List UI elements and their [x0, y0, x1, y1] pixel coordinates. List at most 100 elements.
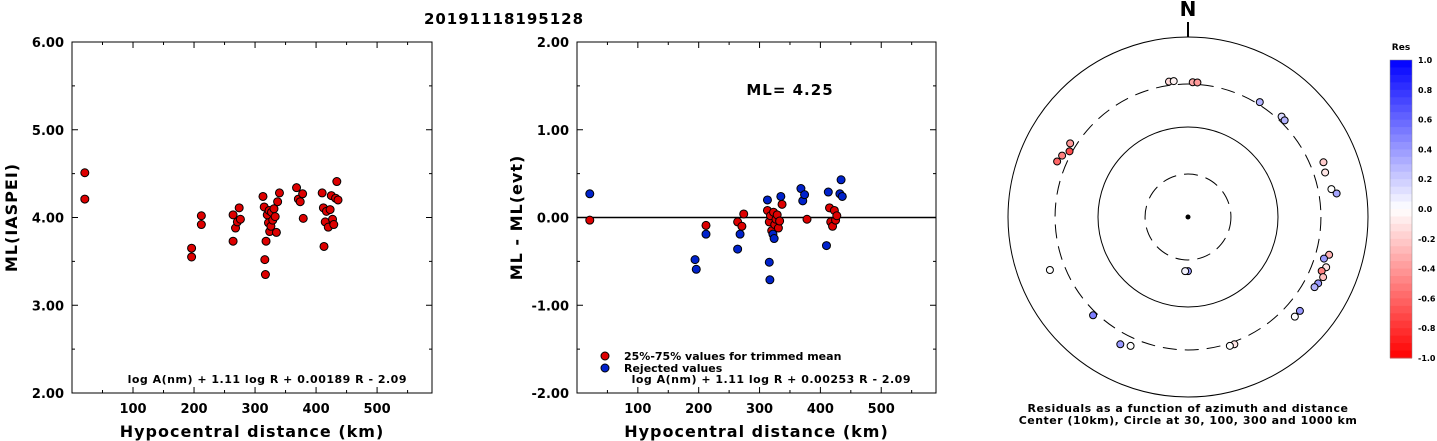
data-point [701, 229, 711, 239]
distance-ring [1144, 173, 1232, 261]
epicenter-marker [1185, 214, 1191, 220]
data-point [739, 209, 749, 219]
colorbar-segment [1390, 97, 1412, 106]
colorbar-segment [1390, 276, 1412, 284]
data-point [701, 220, 711, 230]
colorbar-segment [1390, 320, 1412, 329]
legend-label: 25%-75% values for trimmed mean [624, 350, 841, 363]
colorbar-segment [1390, 223, 1412, 232]
x-tick-label: 500 [868, 402, 895, 417]
colorbar-segment [1390, 283, 1412, 292]
data-point [298, 189, 308, 199]
data-point [325, 205, 335, 215]
y-tick-label: 3.00 [32, 299, 64, 314]
data-point [832, 211, 842, 221]
colorbar-segment [1390, 156, 1412, 165]
colorbar-tick-label: 0.4 [1418, 145, 1433, 154]
colorbar-segment [1390, 74, 1412, 83]
x-axis-label: Hypocentral distance (km) [624, 422, 889, 441]
y-tick-label: 5.00 [32, 124, 64, 139]
data-point [764, 257, 774, 267]
colorbar-segment [1390, 164, 1412, 173]
data-point [228, 210, 238, 220]
station-residual-marker [1116, 340, 1125, 349]
data-point [585, 189, 595, 199]
x-tick-label: 200 [685, 402, 712, 417]
colorbar-segment [1390, 298, 1412, 307]
station-residual-marker [1280, 116, 1289, 125]
station-residual-marker [1319, 158, 1328, 167]
station-residual-marker [1053, 157, 1062, 166]
y-tick-label: 1.00 [537, 124, 569, 139]
y-tick-label: -2.00 [532, 387, 569, 402]
data-point [765, 275, 775, 285]
station-residual-marker [1225, 341, 1234, 350]
y-tick-label: 0.00 [537, 212, 569, 227]
data-point [837, 191, 847, 201]
legend-label: Rejected values [624, 362, 723, 375]
y-tick-label: 4.00 [32, 212, 64, 227]
data-point [733, 244, 743, 254]
data-point [271, 227, 281, 237]
colorbar-segment [1390, 246, 1412, 255]
data-point [776, 191, 786, 201]
station-residual-marker [1045, 266, 1054, 275]
colorbar-segment [1390, 313, 1412, 322]
data-point [585, 215, 595, 225]
station-residual-marker [1126, 341, 1135, 350]
legend-marker [600, 363, 610, 373]
data-point [260, 255, 270, 265]
data-point [234, 203, 244, 213]
data-point [802, 214, 812, 224]
colorbar-segment [1390, 179, 1412, 188]
data-point [274, 188, 284, 198]
station-residual-marker [1255, 98, 1264, 107]
data-point [823, 187, 833, 197]
colorbar-segment [1390, 201, 1412, 210]
data-point [333, 195, 343, 205]
data-point [329, 220, 339, 230]
y-axis-label: ML(IASPEI) [2, 163, 21, 272]
colorbar-segment [1390, 231, 1412, 240]
data-point [292, 183, 302, 193]
colorbar-segment [1390, 82, 1412, 91]
data-point [196, 211, 206, 221]
plot-frame [71, 41, 433, 394]
station-residual-marker [1332, 189, 1341, 198]
data-point [775, 216, 785, 226]
residual-colorbar: Res 1.0 0.8 0.6 0.4 0.2 0.0 -0.2 -0.4 -0.6 -0.8 -1.… [1389, 43, 1436, 363]
colorbar-segment [1390, 104, 1412, 113]
station-residual-marker [1066, 139, 1075, 148]
data-point [737, 221, 747, 231]
colorbar-segment [1390, 134, 1412, 143]
formula-text: log A(nm) + 1.11 log R + 0.00189 R - 2.0… [128, 373, 407, 386]
azimuth-residual-polar-panel: N Residuals as a function of azimuth and … [1007, 0, 1369, 427]
colorbar-segment [1390, 216, 1412, 225]
ml-value-label: ML= 4.25 [746, 81, 833, 99]
data-point [777, 199, 787, 209]
station-residual-marker [1181, 267, 1190, 276]
data-point [319, 241, 329, 251]
station-residual-marker [1321, 168, 1330, 177]
data-point [769, 234, 779, 244]
residual-vs-distance-panel: 100 200 300 400 500 -2.00 -1.00 0.00 1.00 2.00 Hyp… [507, 36, 937, 441]
colorbar-segment [1390, 127, 1412, 135]
station-residual-marker [1310, 283, 1319, 292]
colorbar-segment [1390, 238, 1412, 247]
colorbar-segment [1390, 149, 1412, 158]
data-point [332, 177, 342, 187]
data-point [821, 241, 831, 251]
data-point [273, 197, 283, 207]
colorbar-tick-label: 1.0 [1418, 56, 1433, 65]
x-tick-label: 400 [807, 402, 834, 417]
legend-marker [600, 351, 610, 361]
colorbar-segment [1390, 268, 1412, 277]
station-residual-marker [1058, 151, 1067, 160]
colorbar-segment [1390, 171, 1412, 180]
colorbar-segment [1390, 186, 1412, 195]
data-point [187, 243, 197, 253]
colorbar-segment [1390, 261, 1412, 270]
colorbar-segment [1390, 60, 1412, 68]
data-point [690, 255, 700, 265]
